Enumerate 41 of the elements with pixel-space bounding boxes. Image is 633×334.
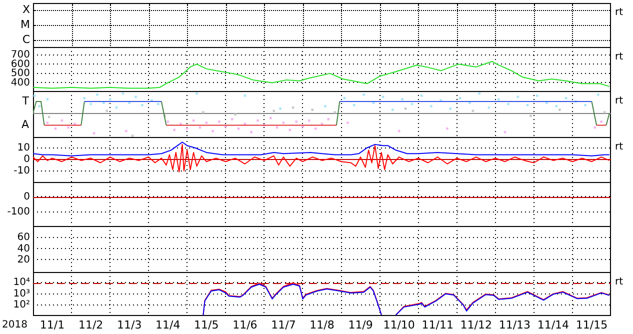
y-tick-label: 700 [10,49,30,60]
y-tick-label: 60 [17,232,30,244]
x-tick-label: 11/8 [310,318,334,332]
y-tick-label: 10⁴ [13,277,30,288]
y-tick-label: 20 [17,254,30,266]
text: rt [615,7,624,19]
text: rt [615,96,624,107]
text: rt [615,142,624,153]
y-tick-label: 40 [17,243,30,254]
text: rt [615,52,624,63]
category-label: C [22,32,30,46]
y-tick-label: 0 [24,154,30,165]
y-tick-label: 600 [10,58,30,70]
x-tick-label: 11/1 [40,318,65,332]
y-tick-label: -10 [14,165,30,176]
text: rt [615,276,624,288]
annotation: T [21,94,30,108]
x-tick-label: 11/2 [78,318,104,332]
x-tick-label: 11/14 [537,318,570,332]
x-tick-label: 11/3 [116,318,142,332]
y-tick-label: -100 [7,206,30,218]
x-tick-label: 11/10 [383,318,415,332]
y-tick-label: 10² [13,300,30,311]
x-tick-label: 11/9 [348,318,373,332]
annotation: A [21,118,30,132]
x-tick-label: 11/5 [194,318,219,332]
x-tick-label: 11/15 [576,318,608,332]
x-tick-label: 11/4 [156,318,180,332]
category-label: X [22,3,30,16]
x-tick-label: 11/11 [422,318,454,332]
y-tick-label: 400 [10,77,30,88]
x-tick-label: 11/12 [460,318,492,332]
x-tick-label: 11/7 [271,318,296,332]
y-tick-label: 10³ [13,288,30,300]
y-tick-label: 10 [17,142,30,154]
x-tick-label: 11/13 [498,318,531,332]
y-tick-label: 0 [24,191,30,202]
x-axis-title: 2018 [2,320,28,331]
x-tick-label: 11/6 [232,318,258,332]
y-tick-label: 500 [10,68,30,80]
category-label: M [20,18,30,31]
